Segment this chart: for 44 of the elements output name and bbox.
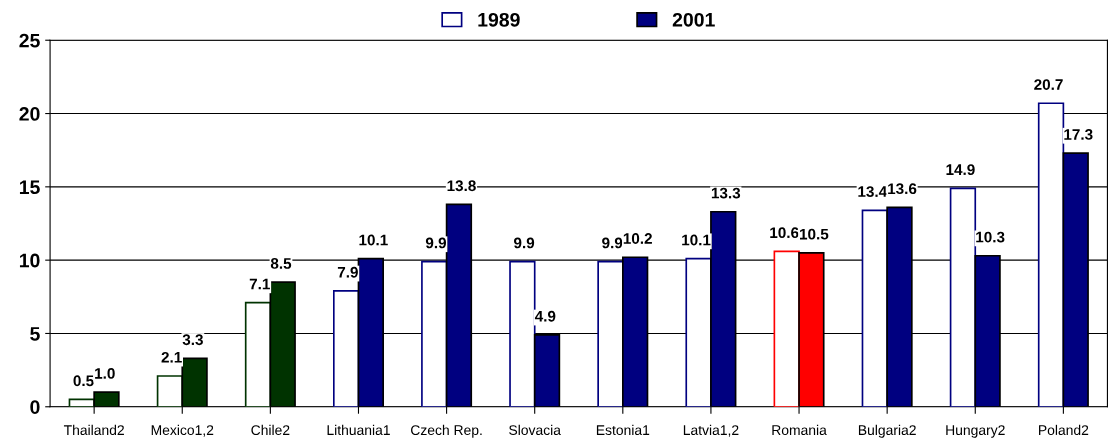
legend-label: 1989 bbox=[478, 12, 520, 27]
x-tick-label: Bulgaria2 bbox=[858, 424, 916, 438]
data-label: 13.6 bbox=[888, 183, 917, 195]
data-label: 17.3 bbox=[1064, 129, 1093, 140]
data-label: 13.3 bbox=[711, 187, 741, 199]
data-label: 8.5 bbox=[270, 258, 292, 269]
data-label: 3.3 bbox=[182, 334, 203, 346]
data-label: 10.3 bbox=[976, 231, 1005, 243]
data-label: 10.5 bbox=[800, 228, 829, 240]
data-label: 10.6 bbox=[770, 227, 799, 239]
y-tick-label: 0 bbox=[30, 400, 40, 415]
x-tick-label: Estonia1 bbox=[596, 424, 650, 436]
data-label: 10.2 bbox=[623, 233, 652, 244]
data-label: 1.0 bbox=[95, 368, 115, 379]
data-label: 13.4 bbox=[858, 186, 888, 198]
data-label: 7.1 bbox=[249, 278, 270, 290]
x-tick-label: Chile2 bbox=[251, 424, 290, 436]
data-label: 2.1 bbox=[161, 351, 182, 363]
x-tick-label: Lithuania1 bbox=[327, 424, 390, 436]
data-label: 4.9 bbox=[534, 310, 556, 322]
data-label: 10.1 bbox=[682, 234, 711, 246]
x-tick-label: Poland2 bbox=[1039, 424, 1089, 436]
data-label: 7.9 bbox=[337, 266, 358, 278]
data-label: 14.9 bbox=[946, 164, 975, 176]
data-label: 10.1 bbox=[359, 234, 388, 246]
y-tick-label: 15 bbox=[19, 180, 40, 195]
x-tick-label: Czech Rep. bbox=[411, 424, 482, 438]
data-label: 9.9 bbox=[602, 237, 623, 249]
y-tick-label: 20 bbox=[19, 107, 40, 121]
data-label: 13.8 bbox=[447, 180, 476, 192]
x-tick-label: Mexico1,2 bbox=[151, 424, 214, 437]
y-tick-label: 5 bbox=[30, 327, 40, 341]
legend-label: 2001 bbox=[672, 12, 715, 27]
x-tick-label: Latvia1,2 bbox=[683, 424, 739, 437]
y-tick-label: 25 bbox=[19, 33, 40, 48]
data-label: 0.5 bbox=[73, 375, 94, 387]
x-tick-label: Hungary2 bbox=[946, 425, 1005, 438]
y-tick-label: 10 bbox=[19, 253, 40, 268]
x-tick-label: Thailand2 bbox=[63, 424, 124, 436]
data-label: 9.9 bbox=[514, 237, 535, 249]
x-tick-label: Slovacia bbox=[509, 424, 561, 436]
data-label: 20.7 bbox=[1034, 79, 1063, 90]
x-tick-label: Romania bbox=[772, 424, 827, 436]
data-label: 9.9 bbox=[425, 237, 447, 249]
